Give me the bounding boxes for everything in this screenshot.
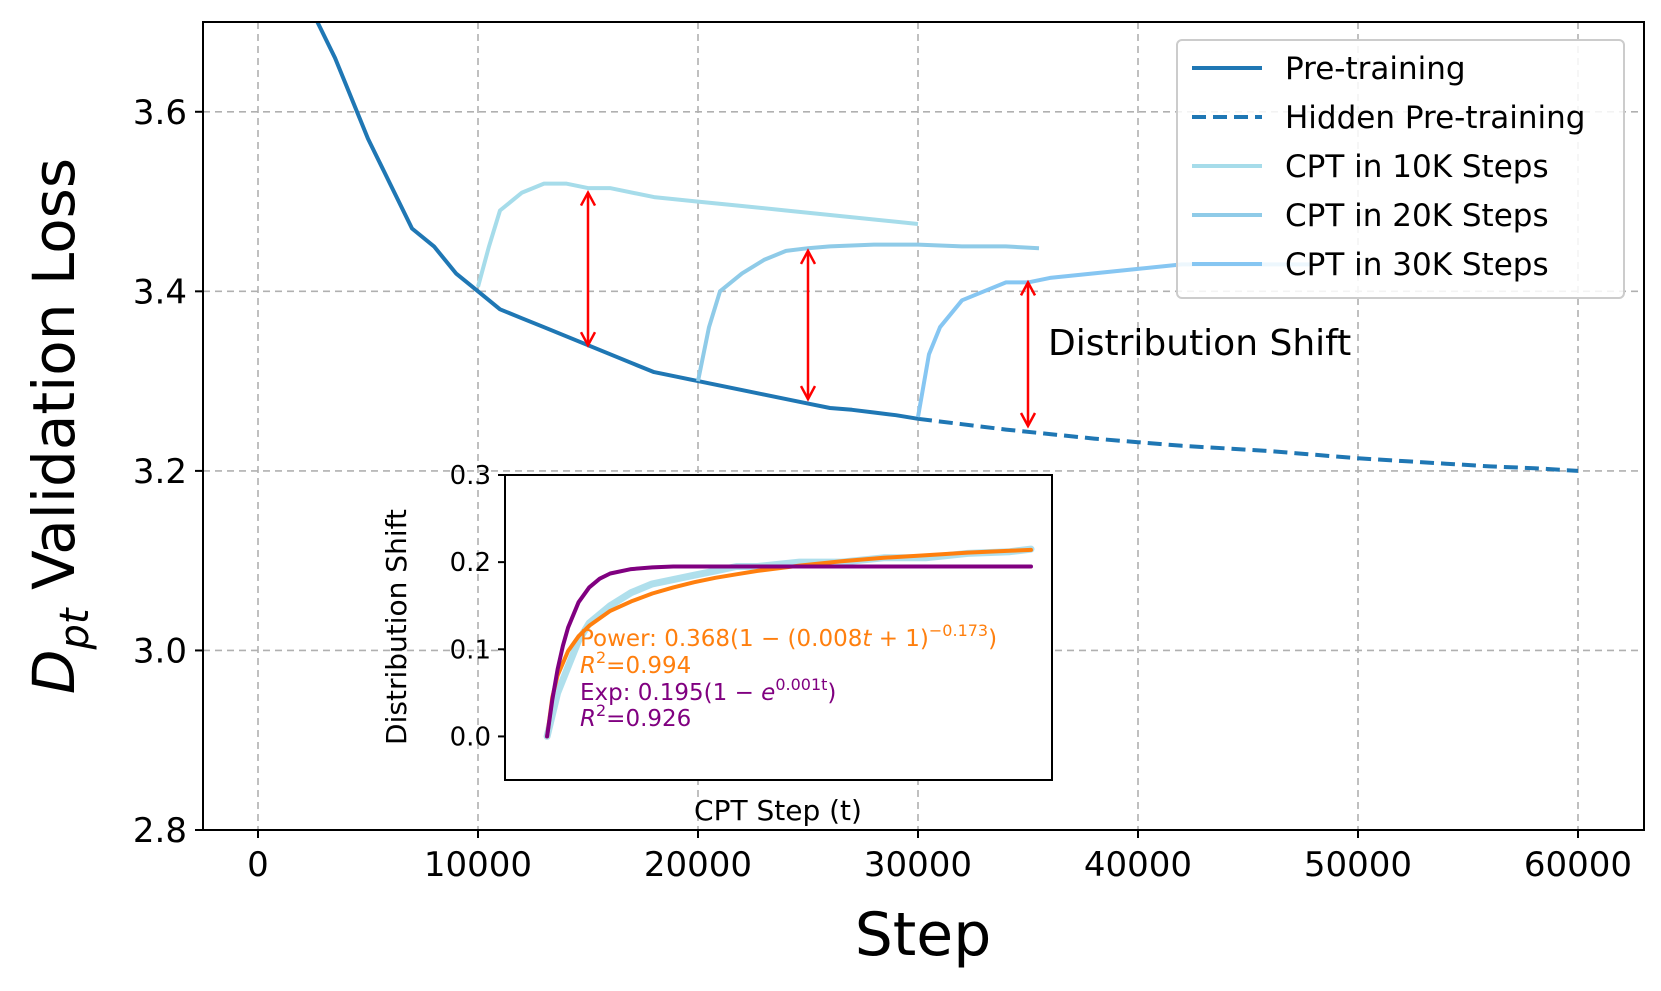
exp-fit-label: Exp: 0.195(1 − e0.001t) xyxy=(580,675,836,706)
shift-arrow-head-top xyxy=(1019,279,1037,296)
series-pre-training xyxy=(315,22,919,421)
x-axis-title: Step xyxy=(855,900,992,970)
inset-series-power-fit xyxy=(545,547,1033,739)
x-tick-label: 20000 xyxy=(644,845,752,885)
power-fit-label: Power: 0.368(1 − (0.008t + 1)−0.173) xyxy=(580,621,997,652)
inset-y-tick-label: 0.0 xyxy=(450,722,491,752)
inset-axes-frame xyxy=(504,474,1053,781)
inset-series-exp-fit xyxy=(545,564,1033,739)
legend-label-cpt10k: CPT in 10K Steps xyxy=(1285,149,1549,185)
shift-arrow-head-top xyxy=(799,248,817,265)
y-axis-title-d: D xyxy=(20,649,88,694)
shift-arrows xyxy=(579,189,1037,429)
x-tick-label: 10000 xyxy=(424,845,532,885)
main-ticks: 0 10000 20000 30000 40000 50000 60000 2.8 3.0 3.2… xyxy=(133,93,1632,885)
power-fit-r2: R2=0.994 xyxy=(580,648,691,679)
legend-box xyxy=(1176,39,1625,299)
inset-chart: 0.0 0.1 0.2 0.3 CPT Step (t) Distribution S… xyxy=(380,461,1053,827)
x-tick-label: 0 xyxy=(247,845,269,885)
shift-arrow-head-top xyxy=(579,189,597,207)
inset-series xyxy=(543,545,1035,740)
y-axis-title-rest: Validation Loss xyxy=(20,158,88,609)
y-tick-label: 2.8 xyxy=(133,811,187,851)
series-cpt-in-10k-steps xyxy=(476,181,919,288)
x-tick-label: 30000 xyxy=(864,845,972,885)
inset-background xyxy=(505,475,1052,780)
inset-x-title: CPT Step (t) xyxy=(694,794,862,827)
y-tick-label: 3.2 xyxy=(133,452,187,492)
legend-label-hidden: Hidden Pre-training xyxy=(1285,100,1585,136)
shift-arrow-head-bottom xyxy=(1019,412,1037,429)
legend-label-pretraining: Pre-training xyxy=(1285,51,1466,87)
shift-arrow-head-bottom xyxy=(579,331,597,348)
y-tick-label: 3.0 xyxy=(133,631,187,671)
inset-y-title: Distribution Shift xyxy=(380,509,413,745)
legend-label-cpt20k: CPT in 20K Steps xyxy=(1285,198,1549,234)
y-axis-title: Dpt Validation Loss xyxy=(20,158,98,694)
y-tick-label: 3.4 xyxy=(133,272,187,312)
legend-label-cpt30k: CPT in 30K Steps xyxy=(1285,247,1549,283)
y-axis-title-sub: pt xyxy=(52,607,98,650)
legend: Pre-training Hidden Pre-training CPT in … xyxy=(1176,39,1625,299)
series-hidden-pre-training xyxy=(917,416,1579,473)
inset-y-tick-label: 0.1 xyxy=(450,635,491,665)
distribution-shift-label: Distribution Shift xyxy=(1048,323,1351,364)
inset-ticks: 0.0 0.1 0.2 0.3 xyxy=(450,461,505,752)
shift-arrow-head-bottom xyxy=(799,385,817,402)
y-tick-label: 3.6 xyxy=(133,93,187,133)
exp-fit-r2: R2=0.926 xyxy=(580,701,691,732)
x-tick-label: 40000 xyxy=(1084,845,1192,885)
x-tick-label: 60000 xyxy=(1524,845,1632,885)
inset-y-tick-label: 0.2 xyxy=(450,548,491,578)
series-cpt-in-20k-steps xyxy=(696,242,1040,382)
inset-y-tick-label: 0.3 xyxy=(450,461,491,491)
inset-series-observed xyxy=(543,545,1035,740)
x-tick-label: 50000 xyxy=(1304,845,1412,885)
main-axes-frame xyxy=(202,21,1645,831)
